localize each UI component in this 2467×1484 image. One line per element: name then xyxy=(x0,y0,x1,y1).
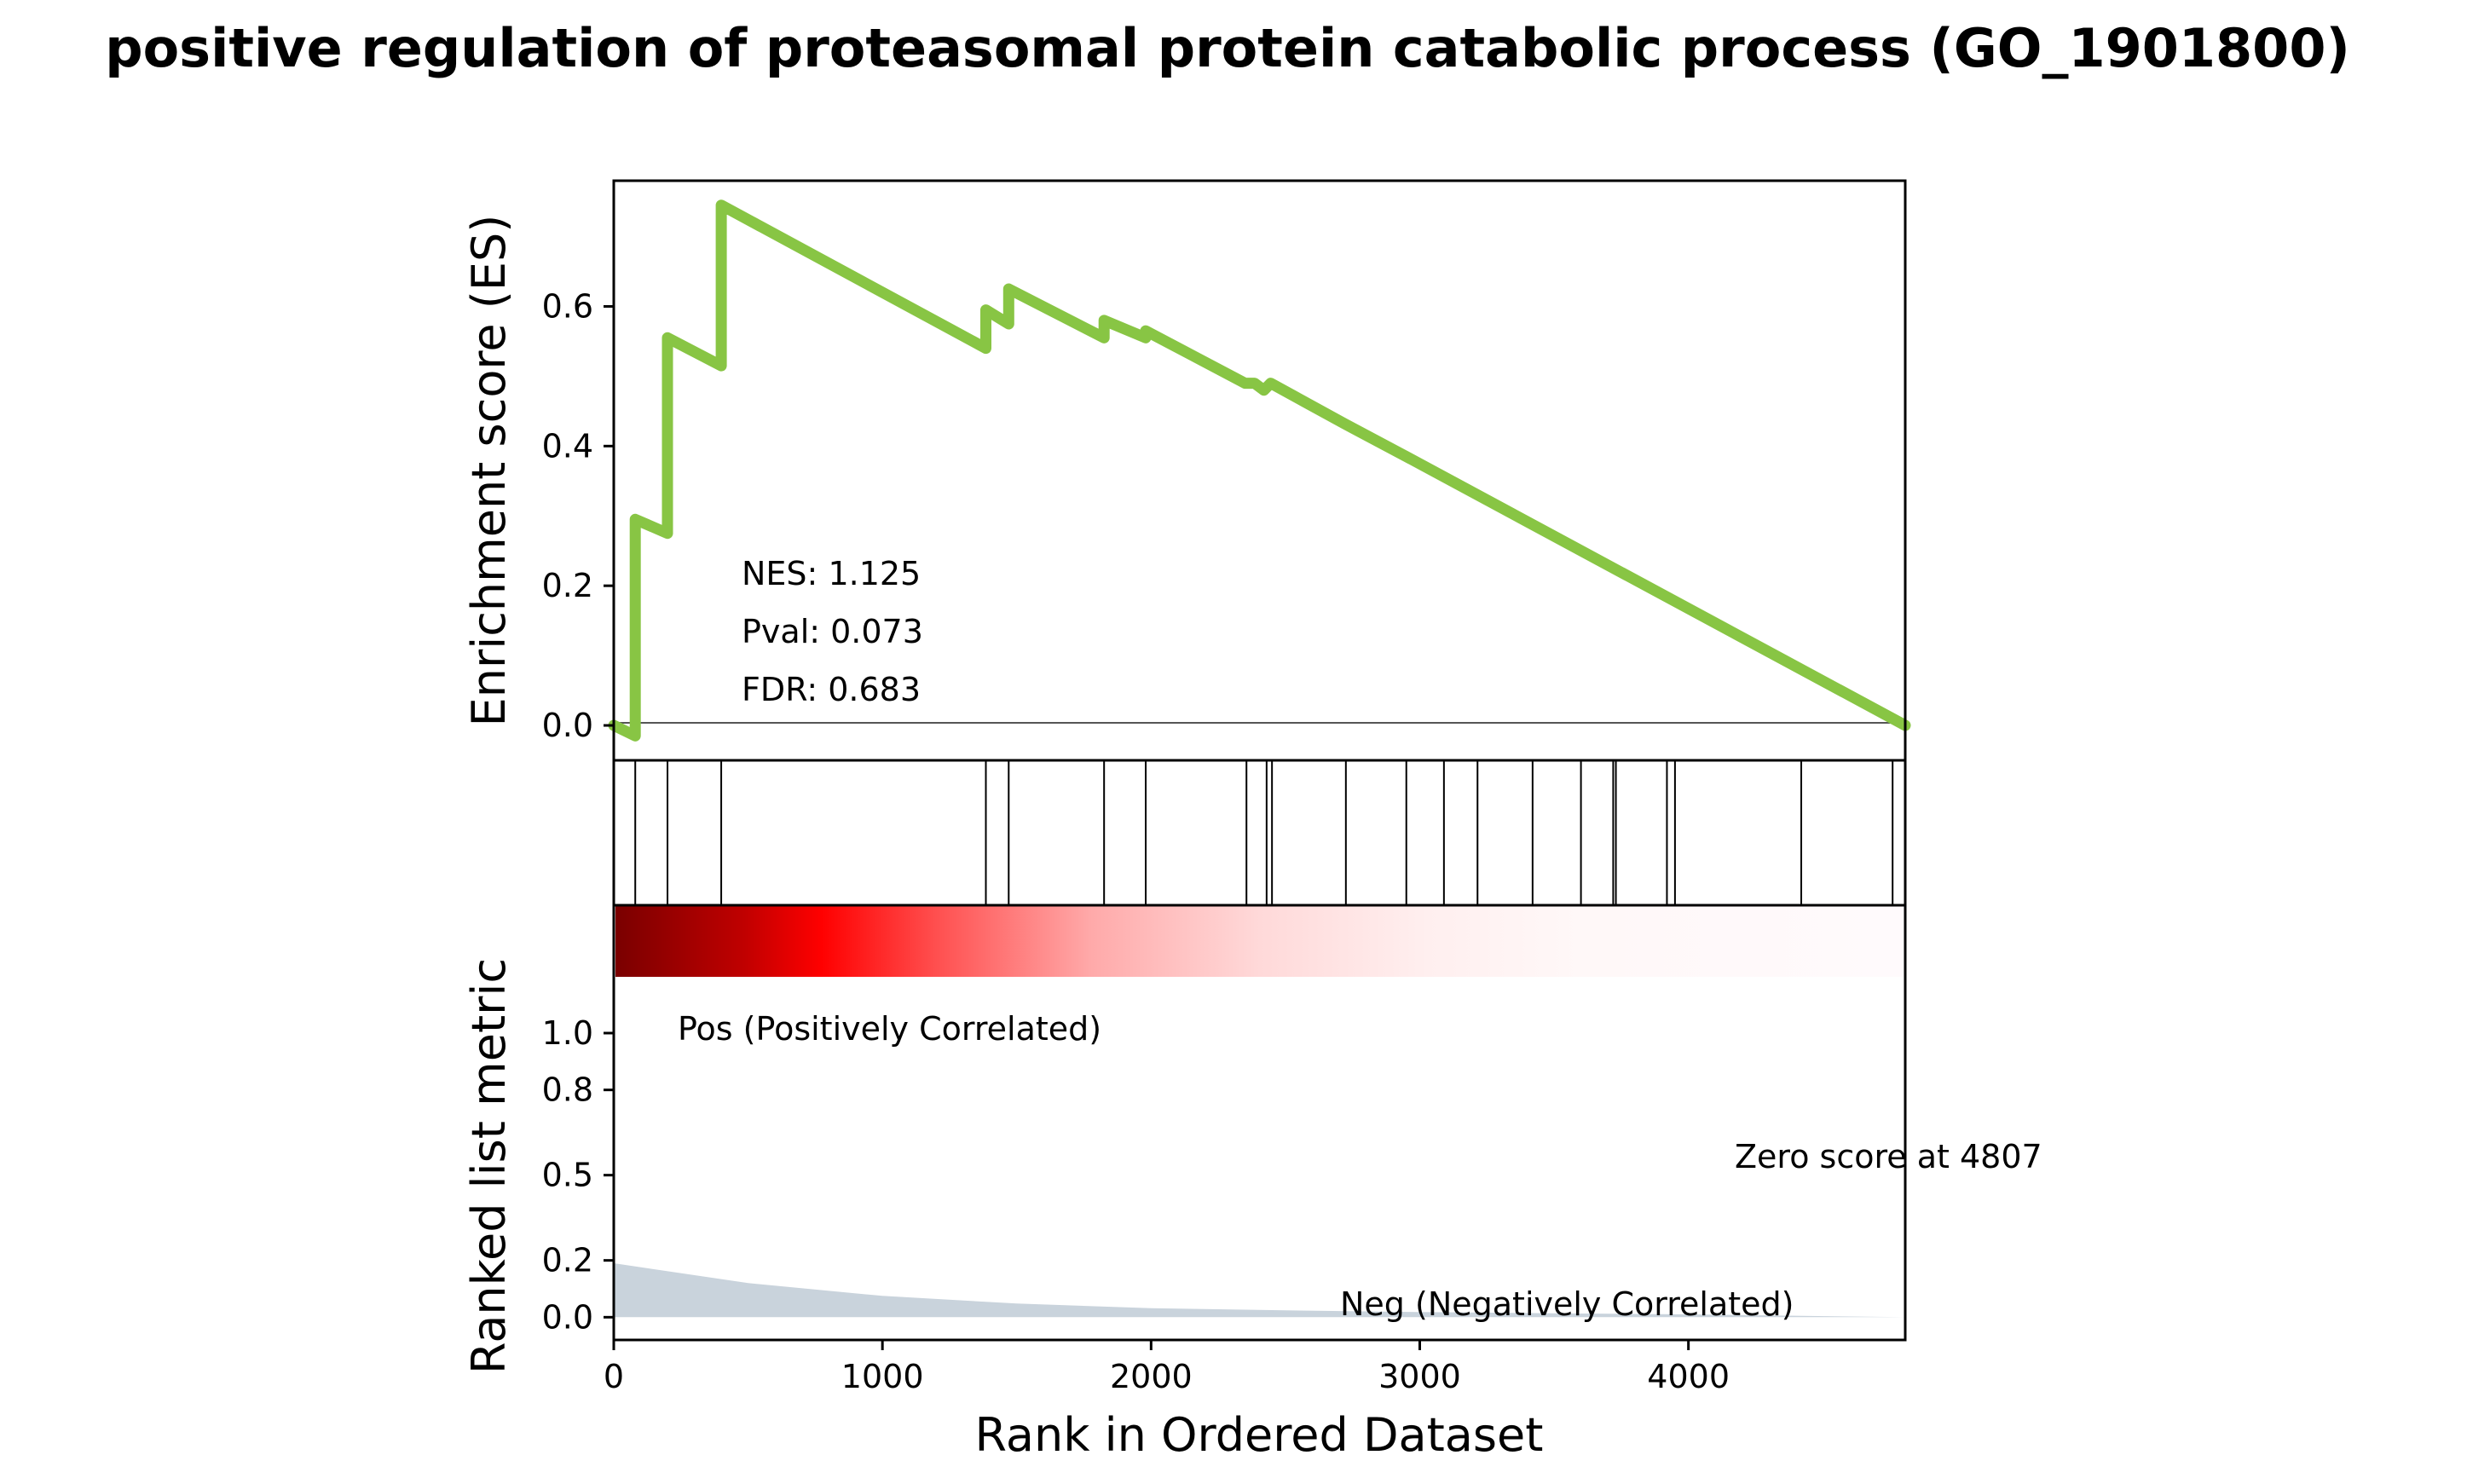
rank-y-tick-label: 0.8 xyxy=(542,1071,593,1109)
es-y-tick-label: 0.2 xyxy=(542,567,593,604)
es-series-line xyxy=(608,199,1911,742)
fdr-label: FDR: 0.683 xyxy=(742,671,921,708)
es-y-tick-label: 0.6 xyxy=(542,287,593,325)
x-tick-label: 3000 xyxy=(1378,1358,1461,1395)
es-y-tick-label: 0.4 xyxy=(542,427,593,465)
pval-label: Pval: 0.073 xyxy=(742,613,923,650)
x-axis-label: Rank in Ordered Dataset xyxy=(975,1408,1544,1462)
x-tick-label: 4000 xyxy=(1647,1358,1730,1395)
es-y-axis-label: Enrichment score (ES) xyxy=(462,215,516,727)
es-y-tick-label: 0.0 xyxy=(542,707,593,744)
neg-label: Neg (Negatively Correlated) xyxy=(1340,1285,1794,1323)
es-y-ticks: 0.0 0.2 0.4 0.6 xyxy=(542,287,614,744)
x-tick-label: 2000 xyxy=(1110,1358,1193,1395)
zero-score-label: Zero score at 4807 xyxy=(1735,1138,2042,1175)
rank-y-ticks: 0.0 0.2 0.5 0.8 1.0 xyxy=(542,1014,614,1336)
es-panel: 0.0 0.2 0.4 0.6 NES: 1.125 Pval: 0.073 FDR:… xyxy=(462,179,1911,762)
nes-label: NES: 1.125 xyxy=(742,555,921,592)
rank-heatmap-bar xyxy=(615,905,1904,977)
chart-title: positive regulation of proteasomal prote… xyxy=(105,17,2350,79)
hits-panel xyxy=(612,759,1907,907)
hit-lines xyxy=(634,760,1894,905)
rank-y-axis-label: Ranked list metric xyxy=(462,958,516,1374)
rank-y-tick-label: 0.2 xyxy=(542,1242,593,1279)
x-tick-label: 1000 xyxy=(841,1358,924,1395)
pos-label: Pos (Positively Correlated) xyxy=(678,1010,1101,1048)
rank-panel-frame xyxy=(612,904,1907,1342)
rank-y-tick-label: 0.5 xyxy=(542,1157,593,1194)
rank-y-tick-label: 0.0 xyxy=(542,1298,593,1336)
hits-panel-frame xyxy=(612,759,1907,907)
x-ticks: 0 1000 2000 3000 4000 xyxy=(604,1340,1730,1395)
rank-y-tick-label: 1.0 xyxy=(542,1014,593,1052)
rank-panel: 0.0 0.2 0.5 0.8 1.0 Pos (Positively Correlat… xyxy=(462,904,2042,1374)
x-tick-label: 0 xyxy=(604,1358,624,1395)
rank-metric-area xyxy=(614,1263,1905,1318)
